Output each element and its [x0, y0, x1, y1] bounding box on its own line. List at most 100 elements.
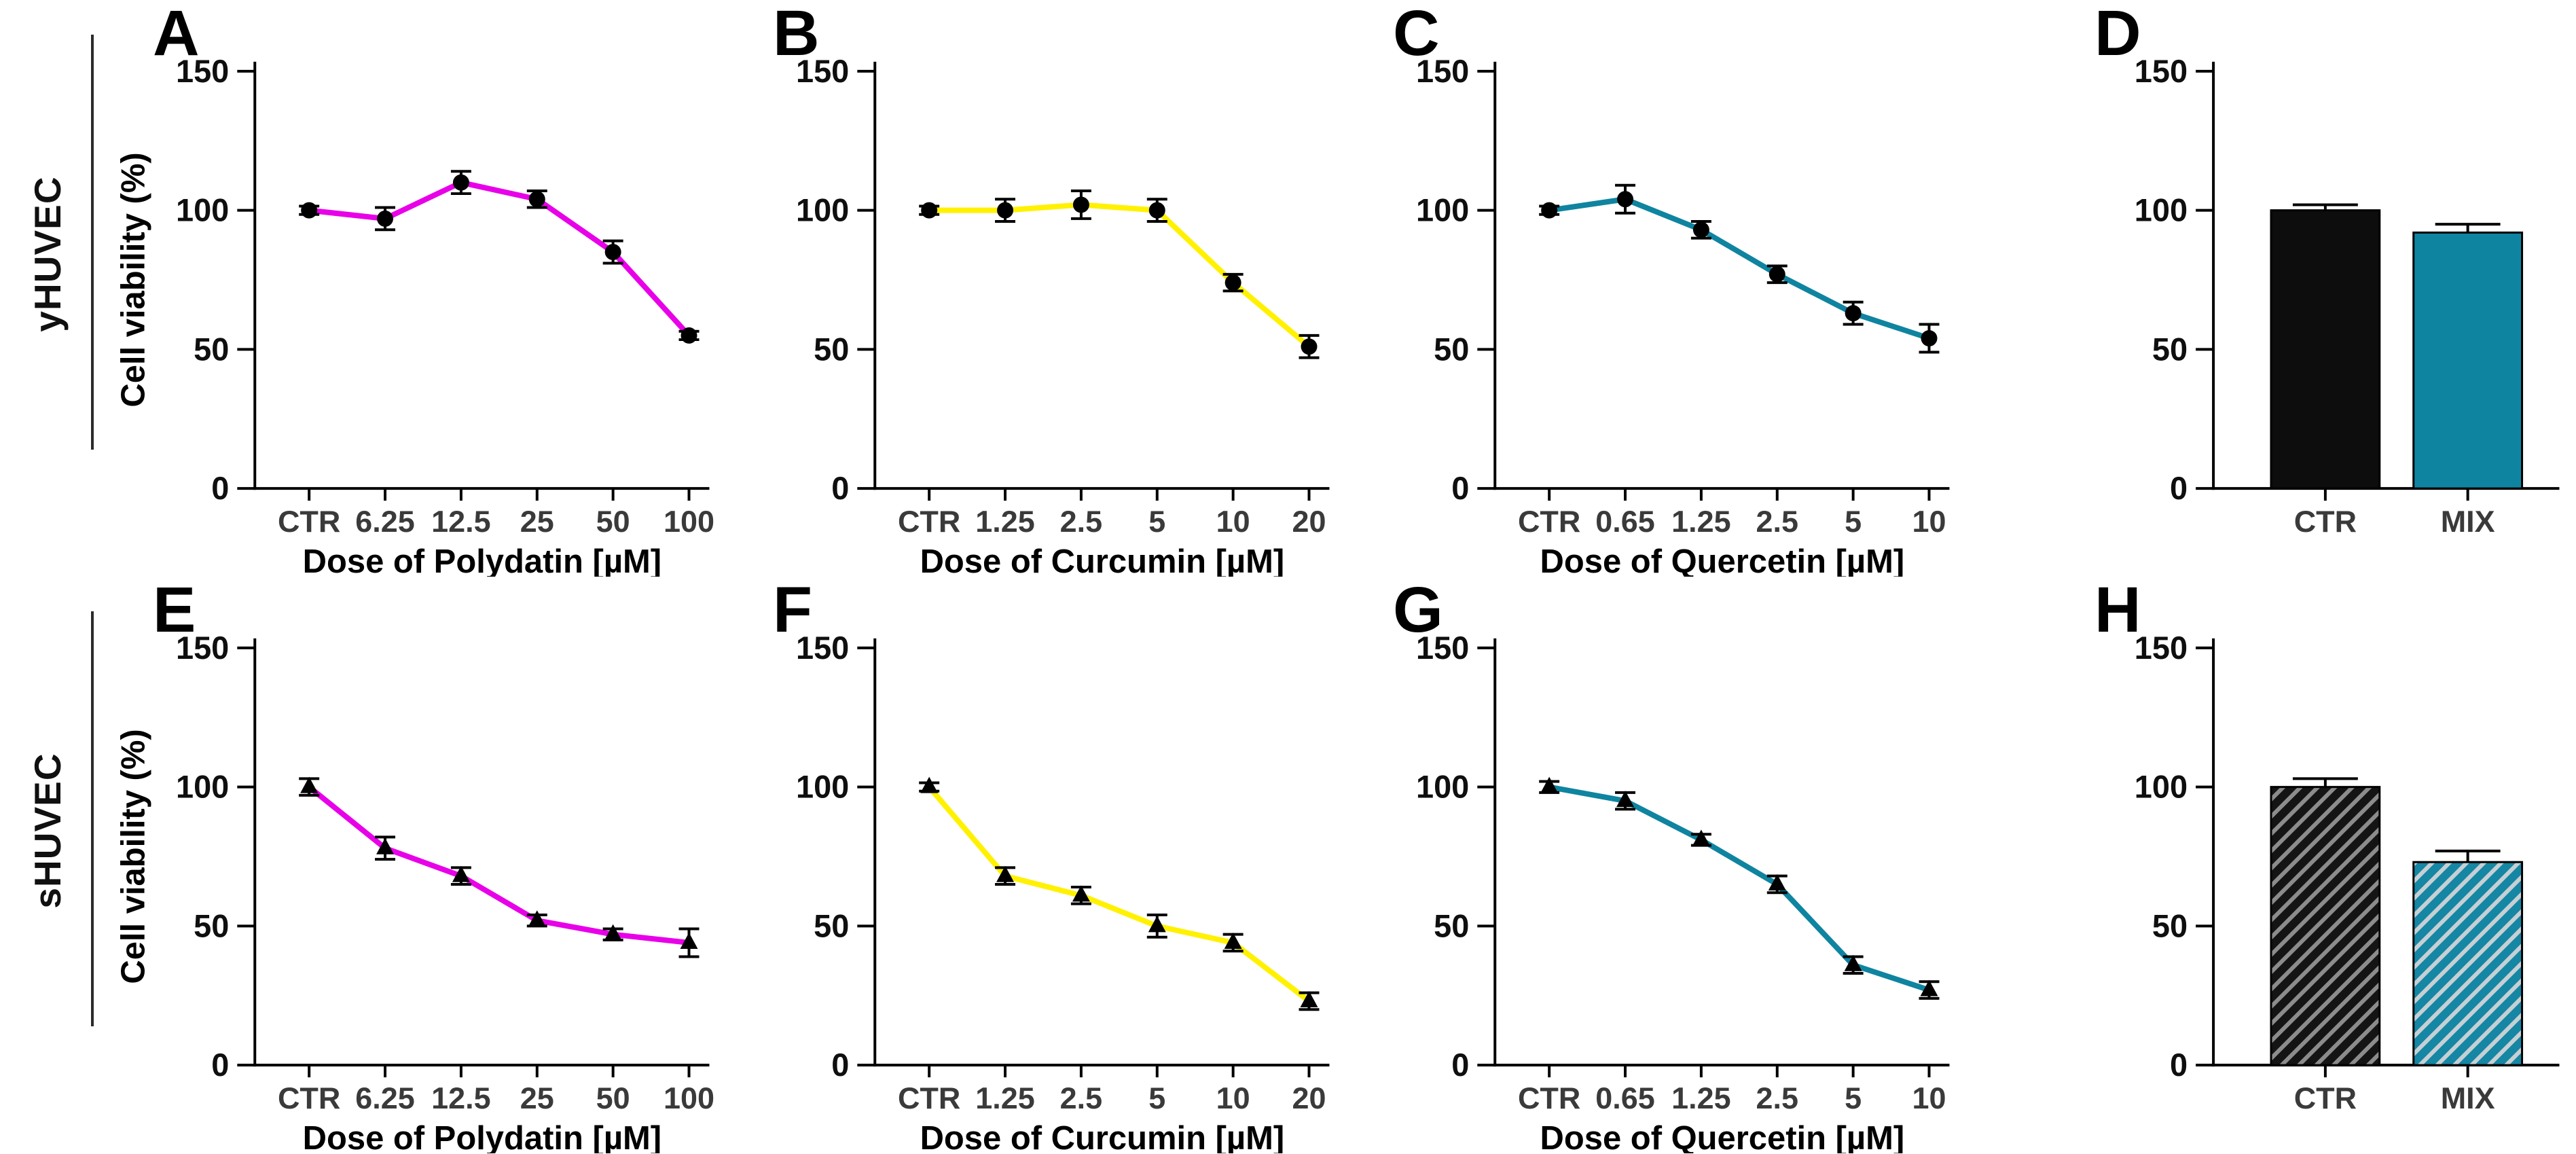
- y-axis: [237, 638, 257, 1067]
- y-tick-label: 50: [814, 331, 849, 367]
- x-category-label: 20: [1292, 1081, 1326, 1115]
- panel-e: E 0 50 100 150 Cell viability (%) CTR 6.25 12.5…: [95, 574, 715, 1154]
- data-point-marker: [528, 191, 545, 208]
- x-category-label: 6.25: [355, 504, 414, 539]
- data-point-marker: [1301, 338, 1318, 355]
- y-tick-label: 0: [831, 1047, 849, 1083]
- y-axis-title: Cell viability (%): [115, 152, 151, 407]
- x-category-label: 0.65: [1595, 1081, 1654, 1115]
- panel-h: H 0 50 100 150 CTR MIX: [1955, 577, 2575, 1153]
- data-point-marker: [920, 776, 939, 793]
- x-category-label: 2.5: [1756, 1081, 1798, 1115]
- x-axis: [873, 487, 1330, 501]
- y-axis-title: Cell viability (%): [115, 729, 151, 984]
- chart-shuvec-polydatin: 0 50 100 150 Cell viability (%) CTR 6.25 12.5 25…: [115, 630, 714, 1153]
- x-category-label: 10: [1216, 1081, 1250, 1115]
- data-point-marker: [1920, 979, 1938, 996]
- y-tick-label: 50: [814, 908, 849, 943]
- x-category-label: 100: [664, 1081, 714, 1115]
- series-line: [306, 179, 692, 338]
- panel-b: B 0 50 100 150 CTR 1.25 2.5 5 10 20 Dose of Curcum…: [715, 0, 1335, 577]
- x-category-label: MIX: [2441, 504, 2495, 539]
- x-category-label: 2.5: [1756, 504, 1798, 539]
- data-point-marker: [1148, 916, 1166, 933]
- bar: [2270, 209, 2381, 490]
- data-point-marker: [681, 327, 697, 344]
- data-point-marker: [376, 837, 395, 854]
- panel-letter-e: E: [153, 574, 196, 646]
- row-divider-line: [91, 611, 94, 1027]
- data-point-marker: [1224, 932, 1242, 949]
- data-point-marker: [1921, 330, 1938, 346]
- y-tick-label: 0: [2170, 471, 2188, 506]
- data-point-marker: [1692, 221, 1709, 238]
- data-point-marker: [452, 865, 470, 882]
- panel-d: D 0 50 100 150 CTR MIX: [1955, 0, 2575, 577]
- data-point-marker: [1845, 305, 1862, 322]
- x-category-label: 5: [1845, 504, 1862, 539]
- x-category-label: 1.25: [1671, 504, 1730, 539]
- x-category-label: 1.25: [975, 504, 1034, 539]
- panel-a: A 0 50 100 150 Cell viability (%) CTR 6.25 12.5…: [95, 0, 715, 577]
- bar: [2412, 861, 2524, 1066]
- y-tick-label: 50: [194, 331, 229, 367]
- y-tick-label: 0: [831, 471, 849, 506]
- data-point-marker: [997, 202, 1014, 219]
- x-axis: [1493, 487, 1950, 501]
- x-axis-title: Dose of Polydatin [µM]: [303, 1120, 661, 1153]
- data-point-marker: [1072, 196, 1089, 213]
- row-yhuvec: yHUVEC A 0 50 100 150 Cell viability (%) CTR 6…: [26, 0, 2575, 577]
- panel-f: F 0 50 100 150 CTR 1.25 2.5 5 10 20 Dose of Curcum…: [715, 577, 1335, 1153]
- x-axis-title: Dose of Polydatin [µM]: [303, 543, 661, 577]
- data-point-marker: [1768, 873, 1786, 890]
- x-category-label: CTR: [1518, 1081, 1580, 1115]
- y-tick-label: 150: [2135, 54, 2188, 89]
- x-category-label: 5: [1845, 1081, 1862, 1115]
- y-tick-label: 50: [2152, 908, 2188, 943]
- data-point-marker: [996, 865, 1015, 882]
- data-point-marker: [1692, 829, 1710, 846]
- x-axis: [253, 1064, 710, 1078]
- y-tick-label: 150: [796, 630, 849, 666]
- x-category-label: 25: [520, 1081, 554, 1115]
- row-divider-line: [91, 34, 94, 450]
- y-tick-label: 0: [211, 471, 229, 506]
- y-tick-label: 50: [2152, 331, 2188, 367]
- series-line: [306, 784, 692, 945]
- panel-letter-c: C: [1393, 0, 1440, 69]
- x-axis: [1493, 1064, 1950, 1078]
- chart-shuvec-mix-bars: 0 50 100 150 CTR MIX: [2135, 630, 2560, 1115]
- series-line: [1546, 196, 1932, 342]
- y-tick-label: 150: [796, 54, 849, 89]
- y-tick-label: 100: [176, 193, 229, 228]
- y-axis: [1477, 638, 1497, 1067]
- y-tick-label: 100: [1416, 193, 1469, 228]
- x-category-label: 20: [1292, 504, 1326, 539]
- x-category-label: 25: [520, 504, 554, 539]
- x-category-label: 2.5: [1060, 504, 1102, 539]
- data-point-marker: [301, 202, 318, 219]
- x-category-label: CTR: [898, 1081, 960, 1115]
- data-point-marker: [528, 910, 546, 927]
- panel-letter-d: D: [2094, 0, 2141, 69]
- y-tick-label: 100: [796, 770, 849, 805]
- x-category-label: 12.5: [431, 1081, 490, 1115]
- data-point-marker: [452, 174, 469, 191]
- data-point-marker: [1844, 954, 1862, 971]
- y-tick-label: 100: [2135, 193, 2188, 228]
- y-tick-label: 50: [1434, 908, 1469, 943]
- y-axis: [2196, 61, 2215, 490]
- data-point-marker: [1768, 266, 1785, 283]
- panel-c: C 0 50 100 150 CTR 0.65 1.25 2.5 5 10 Dose of Quer…: [1335, 0, 1955, 577]
- data-point-marker: [1541, 202, 1558, 219]
- row-label-yhuvec: yHUVEC: [26, 175, 69, 332]
- chart-yhuvec-polydatin: 0 50 100 150 Cell viability (%) CTR 6.25 12.5 25…: [115, 54, 714, 577]
- data-point-marker: [1224, 274, 1241, 291]
- x-axis: [873, 1064, 1330, 1078]
- x-category-label: CTR: [278, 504, 340, 539]
- x-category-label: 50: [596, 504, 630, 539]
- data-point-marker: [377, 210, 394, 227]
